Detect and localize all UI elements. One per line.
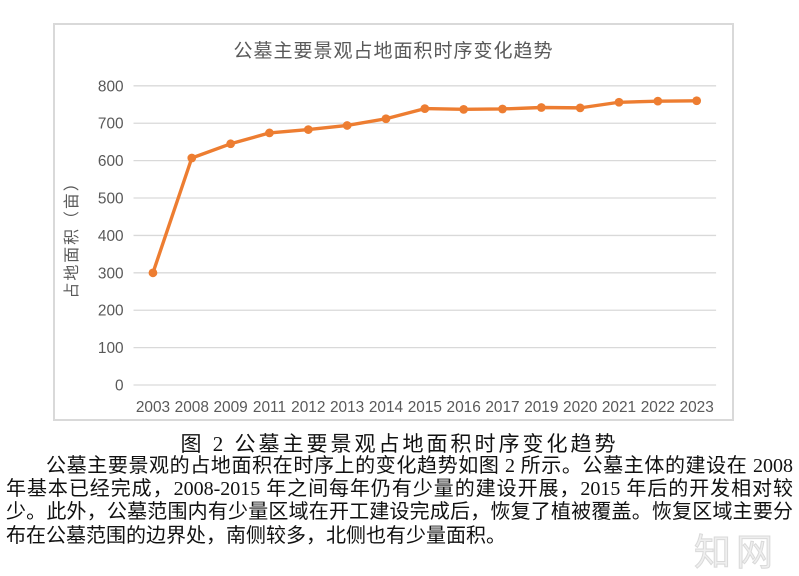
data-point	[342, 121, 352, 130]
y-tick-label: 400	[98, 228, 124, 245]
x-tick-label: 2019	[524, 399, 558, 416]
x-tick-label: 2003	[136, 399, 170, 416]
x-tick-label: 2008	[175, 399, 209, 416]
data-point	[653, 96, 663, 106]
data-point	[420, 104, 430, 113]
data-point	[498, 104, 507, 114]
data-point	[575, 103, 585, 113]
y-tick-label: 200	[98, 303, 124, 320]
x-tick-label: 2011	[253, 399, 286, 416]
x-tick-label: 2012	[291, 399, 325, 416]
watermark-text: 知网	[694, 533, 778, 575]
data-line	[151, 99, 699, 275]
x-tick-label: 2020	[563, 399, 597, 416]
data-point	[265, 128, 274, 138]
data-point	[381, 114, 391, 124]
figure-caption: 图 2 公墓主要景观占地面积时序变化趋势	[180, 432, 619, 456]
data-point	[614, 97, 624, 107]
data-point	[459, 104, 469, 114]
data-point	[536, 103, 546, 112]
data-point	[187, 153, 197, 163]
y-tick-label: 600	[98, 153, 124, 170]
line-chart: 0 100 200 300 400 500 600 700 800 2003 2008 2009 201…	[63, 78, 717, 416]
data-point	[303, 125, 313, 134]
body-paragraph: 公墓主要景观的占地面积在时序上的变化趋势如图 2 所示。公墓主体的建设在 200…	[6, 455, 793, 547]
y-tick-label: 100	[98, 340, 124, 357]
data-point	[226, 139, 236, 149]
x-tick-label: 2009	[214, 399, 248, 416]
chart-title: 公墓主要景观占地面积时序变化趋势	[233, 41, 554, 62]
x-tick-label: 2013	[330, 399, 364, 416]
x-tick-label: 2023	[680, 399, 714, 416]
x-tick-label: 2014	[369, 399, 404, 416]
x-tick-label: 2016	[447, 399, 481, 416]
x-tick-label: 2022	[641, 399, 675, 416]
y-tick-label: 800	[98, 78, 124, 95]
y-axis-label: 占地面积（亩）	[63, 173, 81, 298]
y-tick-label: 300	[98, 265, 124, 282]
data-point	[148, 268, 158, 278]
x-tick-label: 2021	[602, 399, 636, 416]
figure-line-chart: 公墓主要景观占地面积时序变化趋势 0 100 200 300 400 500 600 700 8…	[53, 23, 734, 421]
data-point	[692, 96, 702, 106]
y-tick-label: 500	[98, 190, 124, 207]
x-tick-label: 2017	[485, 399, 519, 416]
y-tick-label: 700	[98, 116, 124, 133]
x-tick-label: 2015	[408, 399, 442, 416]
y-tick-label: 0	[115, 378, 124, 395]
